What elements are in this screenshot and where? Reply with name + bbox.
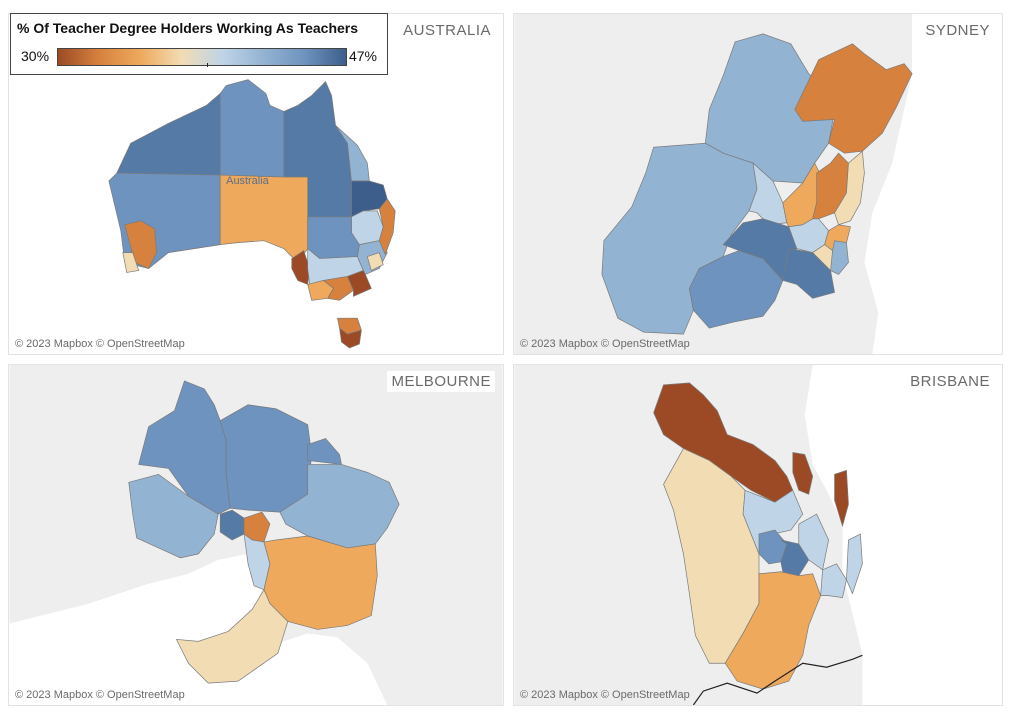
color-legend: % Of Teacher Degree Holders Working As T…: [10, 13, 388, 75]
legend-mid-tick: [207, 63, 208, 67]
australia-place-label: Australia: [226, 175, 269, 187]
attribution-australia[interactable]: © 2023 Mapbox © OpenStreetMap: [15, 338, 185, 350]
melbourne-regions[interactable]: [128, 380, 400, 684]
attribution-melbourne[interactable]: © 2023 Mapbox © OpenStreetMap: [15, 689, 185, 701]
brisbane-regions[interactable]: [653, 382, 863, 690]
region-nsw-west[interactable]: [307, 216, 360, 259]
region-brisbane-redland[interactable]: [820, 563, 847, 599]
legend-title: % Of Teacher Degree Holders Working As T…: [17, 20, 359, 36]
legend-gradient-bar: [57, 48, 347, 67]
brisbane-ocean: [804, 365, 1002, 705]
region-victoria-east[interactable]: [346, 270, 372, 297]
panel-label-australia: AUSTRALIA: [399, 20, 495, 41]
region-south-australia[interactable]: [219, 174, 309, 264]
sydney-ocean: [864, 14, 1002, 354]
region-southwest-wa[interactable]: [122, 252, 140, 273]
region-sydney-northern-beaches[interactable]: [834, 150, 865, 226]
legend-min-label: 30%: [21, 48, 50, 64]
australia-regions[interactable]: [108, 79, 396, 349]
region-sydney-eastern-suburbs[interactable]: [830, 240, 849, 275]
region-brisbane-bribie[interactable]: [834, 469, 849, 528]
attribution-brisbane[interactable]: © 2023 Mapbox © OpenStreetMap: [520, 689, 690, 701]
legend-max-label: 47%: [348, 48, 377, 64]
sydney-map[interactable]: [514, 14, 1002, 354]
sydney-panel[interactable]: SYDNEY © 2023 Mapbox © OpenStreetMap: [513, 13, 1003, 355]
region-melbourne-mornington[interactable]: [175, 588, 289, 684]
sydney-regions[interactable]: [601, 33, 913, 335]
region-brisbane-north[interactable]: [742, 489, 804, 555]
region-sydney-metro[interactable]: [366, 252, 384, 271]
attribution-sydney[interactable]: © 2023 Mapbox © OpenStreetMap: [520, 338, 690, 350]
region-brisbane-stradbroke[interactable]: [846, 533, 863, 595]
region-melbourne-northeast[interactable]: [307, 438, 342, 465]
panel-label-sydney: SYDNEY: [921, 20, 994, 41]
panel-label-brisbane: BRISBANE: [906, 371, 994, 392]
panel-label-melbourne: MELBOURNE: [387, 371, 495, 392]
brisbane-panel[interactable]: BRISBANE © 2023 Mapbox © OpenStreetMap: [513, 364, 1003, 706]
region-melbourne-west[interactable]: [128, 473, 219, 559]
melbourne-bay-water: [9, 553, 388, 705]
melbourne-map[interactable]: [9, 365, 503, 705]
brisbane-map[interactable]: [514, 365, 1002, 705]
brisbane-state-border: [692, 654, 863, 705]
melbourne-panel[interactable]: MELBOURNE © 2023 Mapbox © OpenStreetMap: [8, 364, 504, 706]
region-sydney-southwest[interactable]: [689, 250, 784, 329]
region-tasmania-south[interactable]: [339, 327, 362, 349]
region-melbourne-north[interactable]: [219, 404, 313, 513]
region-nsw-east-coast[interactable]: [378, 198, 396, 256]
region-sydney-central-coast[interactable]: [794, 43, 913, 154]
region-brisbane-redcliffe[interactable]: [792, 452, 814, 495]
